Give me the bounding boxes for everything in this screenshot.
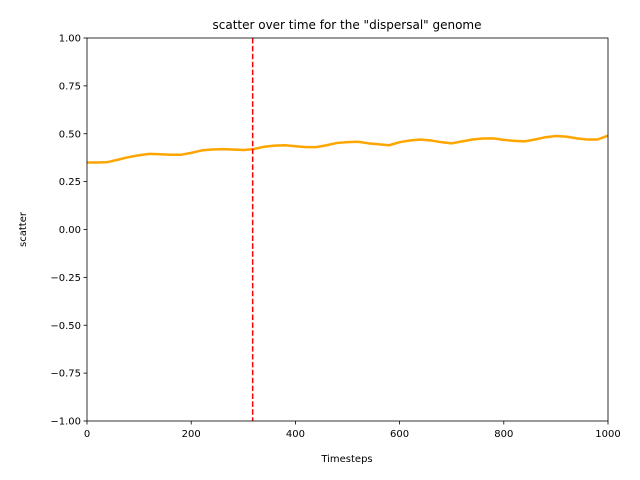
- y-tick-label: 1.00: [59, 34, 81, 45]
- series-line-0: [87, 134, 609, 164]
- y-tick-label: 0.75: [59, 81, 81, 92]
- y-axis-label: scatter: [18, 211, 29, 247]
- y-tick-label: 0.25: [59, 177, 81, 188]
- x-tick-label: 800: [494, 429, 513, 440]
- y-tick-label: −0.25: [50, 273, 81, 284]
- x-tick-label: 600: [390, 429, 409, 440]
- x-tick-label: 0: [84, 429, 90, 440]
- y-tick-label: −0.75: [50, 369, 81, 380]
- y-tick-label: 0.00: [59, 225, 81, 236]
- x-axis-label: Timesteps: [320, 454, 372, 465]
- x-tick-label: 1000: [595, 429, 620, 440]
- chart-title: scatter over time for the "dispersal" ge…: [212, 18, 481, 32]
- y-tick-label: 0.50: [59, 129, 81, 140]
- plot-frame: [86, 37, 609, 422]
- y-tick-label: −0.50: [50, 321, 81, 332]
- y-tick-label: −1.00: [50, 417, 81, 428]
- y-axis-ticks: −1.00 −0.75 −0.50 −0.25 0.00 0.25 0.50 0.75 1.00: [50, 34, 87, 428]
- plot-area: [86, 37, 609, 422]
- x-tick-label: 400: [286, 429, 305, 440]
- x-tick-label: 200: [182, 429, 201, 440]
- x-axis-ticks: 0 200 400 600 800 1000: [84, 421, 621, 440]
